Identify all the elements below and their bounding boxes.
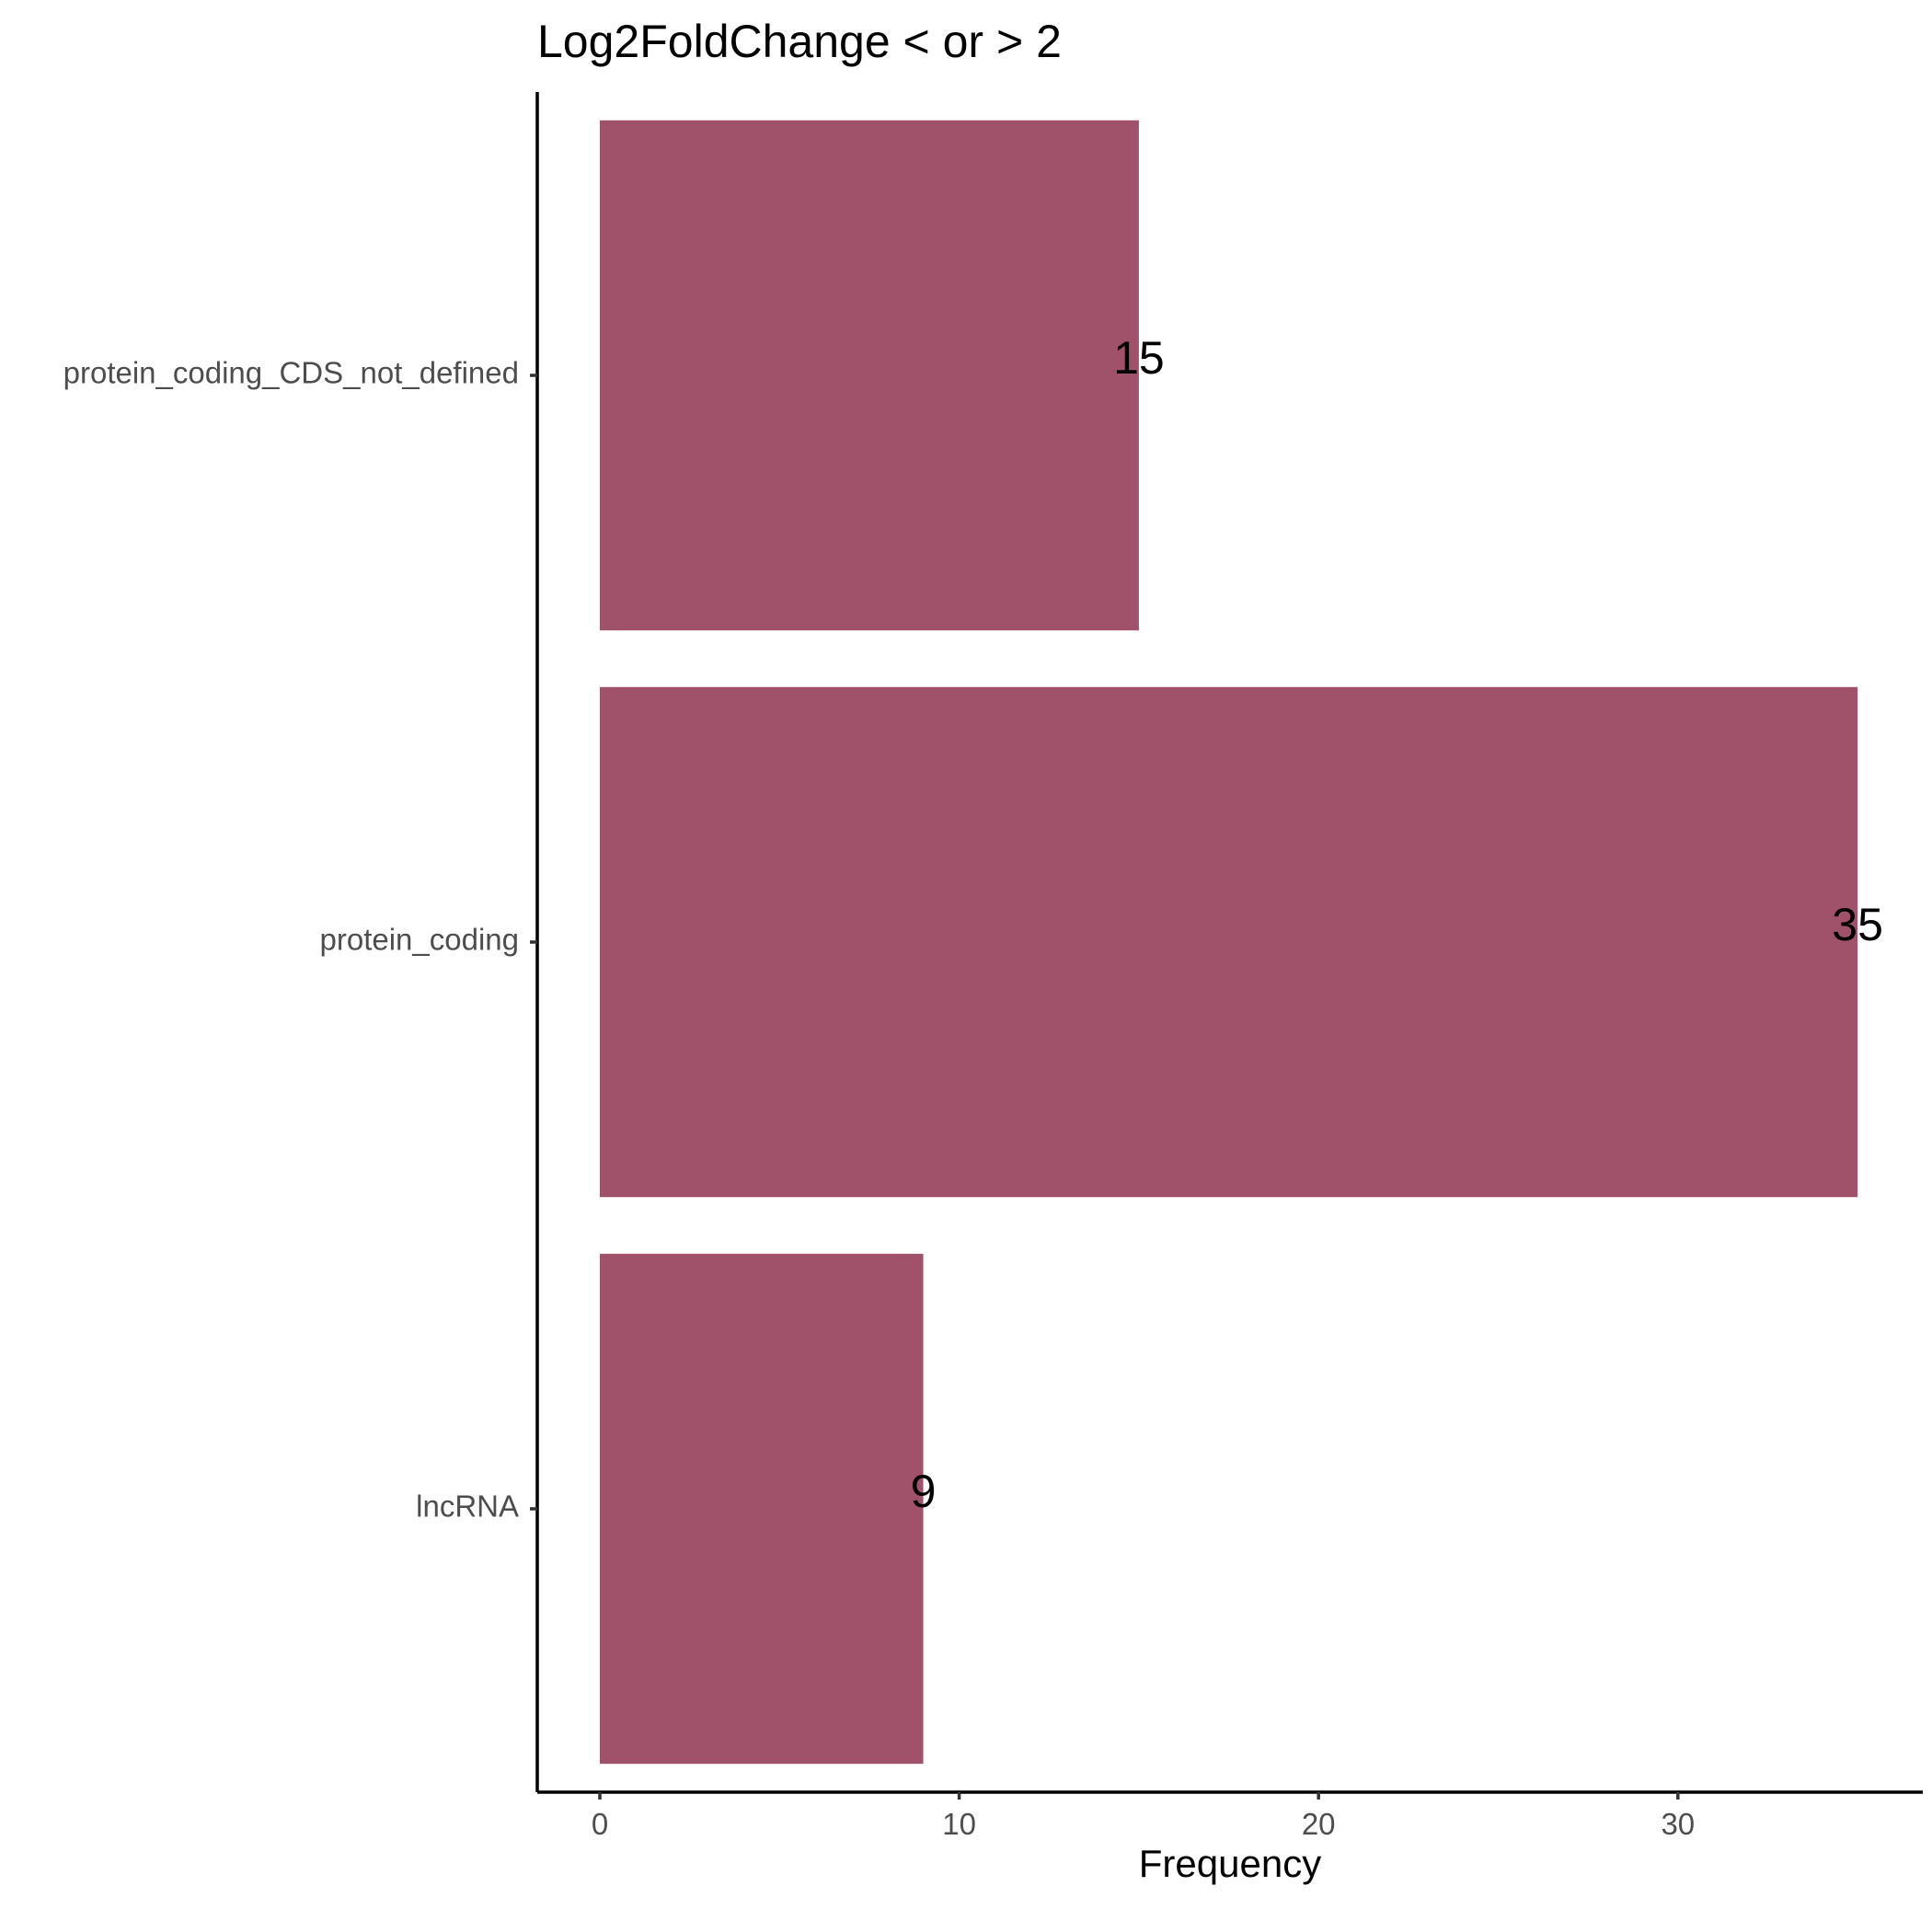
data-label-protein-coding: 35 [1832, 899, 1883, 950]
y-tick-label: protein_coding_CDS_not_defined [63, 356, 519, 390]
bars-layer [600, 120, 1858, 1765]
bar-lncrna [600, 1253, 924, 1765]
x-tick-label: 0 [592, 1807, 608, 1841]
y-tick-label: protein_coding [320, 923, 520, 957]
data-labels-layer: 15 35 9 [911, 332, 1883, 1517]
x-tick-label: 30 [1661, 1807, 1695, 1841]
y-axis-ticks: protein_coding_CDS_not_defined protein_co… [63, 356, 537, 1524]
bar-protein-coding [600, 686, 1858, 1198]
data-label-lncrna: 9 [911, 1466, 937, 1517]
data-label-protein-coding-cds-not-defined: 15 [1113, 332, 1165, 384]
bar-protein-coding-cds-not-defined [600, 120, 1139, 631]
y-tick-label: lncRNA [416, 1489, 519, 1524]
x-axis-title: Frequency [1139, 1842, 1321, 1885]
chart-title: Log2FoldChange < or > 2 [537, 16, 1062, 67]
x-tick-label: 10 [942, 1807, 976, 1841]
x-tick-label: 20 [1302, 1807, 1336, 1841]
x-axis-ticks: 0 10 20 30 [592, 1792, 1695, 1841]
